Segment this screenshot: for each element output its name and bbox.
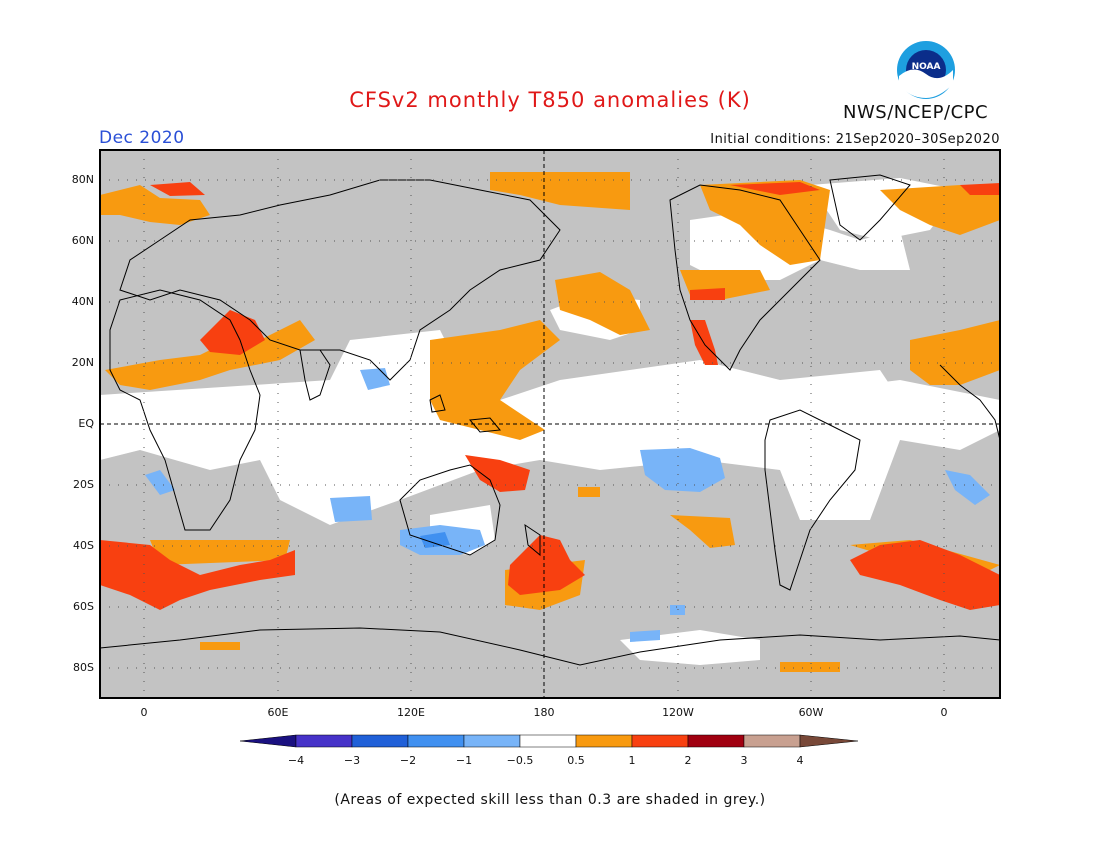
colorbar-tick: −0.5 (506, 754, 534, 767)
lon-label-60e: 60E (267, 706, 289, 719)
chart-title: CFSv2 monthly T850 anomalies (K) (349, 88, 751, 112)
colorbar-tick: 2 (684, 754, 692, 767)
lon-label-180: 180 (533, 706, 555, 719)
colorbar-tick: 3 (740, 754, 748, 767)
colorbar-tick: −3 (343, 754, 361, 767)
lat-label-40n: 40N (71, 295, 94, 308)
agency-label: NWS/NCEP/CPC (843, 102, 989, 123)
colorbar-tick: 0.5 (567, 754, 585, 767)
grid-dots (100, 150, 1000, 698)
colorbar-arrow-max (799, 734, 859, 748)
colorbar (239, 734, 859, 748)
skill-footnote: (Areas of expected skill less than 0.3 a… (334, 792, 766, 808)
colorbar-tick: −2 (399, 754, 417, 767)
lat-label-20n: 20N (71, 356, 94, 369)
lat-label-eq: EQ (78, 417, 94, 430)
lon-label-0: 0 (140, 706, 148, 719)
lat-label-20s: 20S (73, 478, 94, 491)
lat-label-40s: 40S (73, 539, 94, 552)
lon-label-120e: 120E (397, 706, 425, 719)
lat-label-80n: 80N (71, 173, 94, 186)
colorbar-tick: 1 (628, 754, 636, 767)
lat-label-60s: 60S (73, 600, 94, 613)
noaa-logo: NOAA (893, 40, 959, 100)
lon-label-120w: 120W (662, 706, 694, 719)
lat-label-80s: 80S (73, 661, 94, 674)
logo-text: NOAA (912, 62, 941, 72)
lon-label-0-right: 0 (940, 706, 948, 719)
forecast-period: Dec 2020 (99, 128, 185, 148)
red-anomaly-regions (100, 182, 1000, 610)
initial-conditions: Initial conditions: 21Sep2020–30Sep2020 (710, 132, 1000, 147)
colorbar-arrow-min (239, 734, 297, 748)
lon-label-60w: 60W (798, 706, 824, 719)
continent-outlines (99, 174, 1001, 666)
blue-medium-regions (420, 532, 450, 548)
colorbar-tick: −4 (287, 754, 305, 767)
map-guides (100, 150, 1000, 698)
colorbar-tick: 4 (796, 754, 804, 767)
colorbar-tick: −1 (455, 754, 473, 767)
lat-label-60n: 60N (71, 234, 94, 247)
